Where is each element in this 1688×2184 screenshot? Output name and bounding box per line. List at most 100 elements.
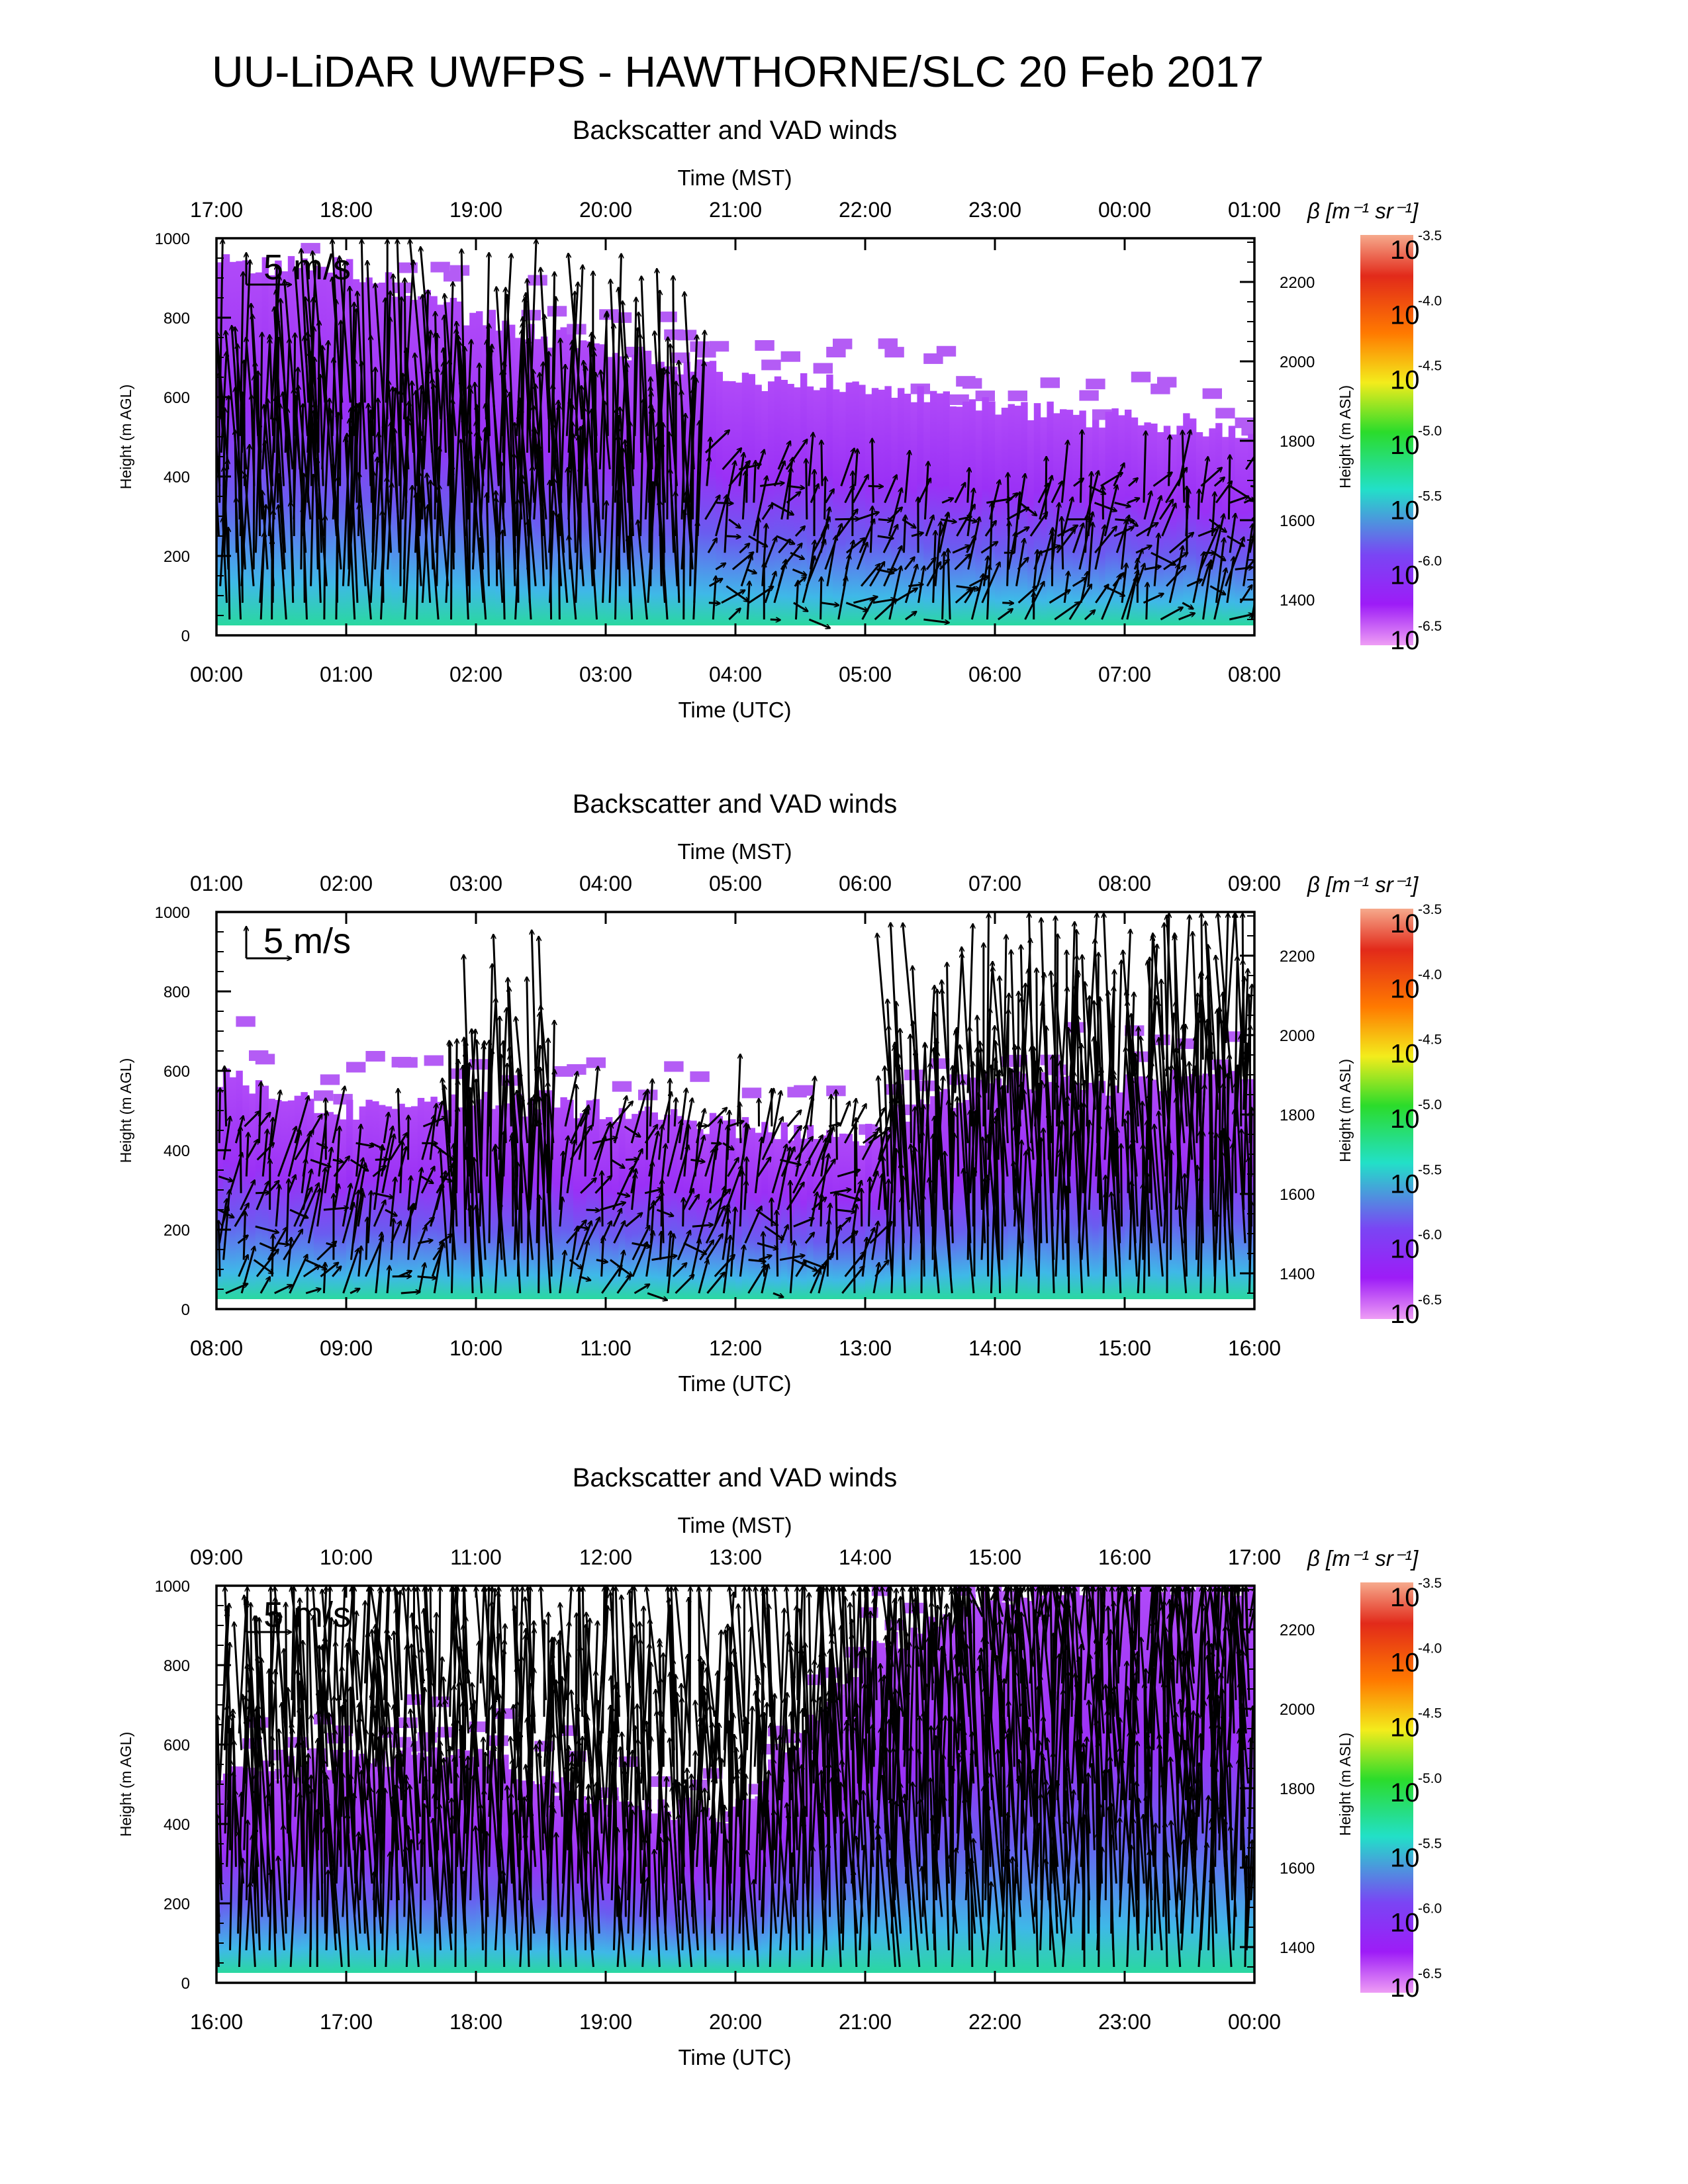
wind-vector (790, 1181, 791, 1244)
wind-vector (274, 307, 285, 486)
wind-vector (889, 508, 902, 520)
x-tick-label: 02:00 (449, 662, 502, 686)
x2-tick-label: 07:00 (968, 872, 1021, 895)
backscatter-patch (780, 351, 800, 362)
wind-vector (1120, 1818, 1121, 1901)
wind-vector (787, 486, 804, 488)
wind-vector (649, 1619, 650, 1751)
wind-vector (852, 475, 869, 504)
wind-vector (1198, 489, 1199, 520)
wind-vector (707, 437, 710, 470)
wind-vector (584, 407, 594, 586)
colorbar-tick-base: 10 (1390, 236, 1420, 265)
backscatter-column (845, 382, 853, 625)
wind-vector (216, 478, 220, 537)
wind-vector (332, 277, 344, 403)
wind-vector (934, 522, 941, 586)
panel-3: Backscatter and VAD winds Time (MST) 5 m/s… (117, 1463, 1442, 2070)
wind-vector (421, 505, 428, 603)
backscatter-patch (242, 214, 261, 225)
wind-vector (450, 1042, 451, 1127)
colorbar-tick-base: 10 (1390, 1040, 1420, 1069)
backscatter-patch (424, 1055, 444, 1066)
wind-vector (904, 565, 917, 604)
x2-tick-label: 17:00 (1228, 1545, 1281, 1569)
wind-vector (708, 603, 720, 604)
x-tick-label: 23:00 (1098, 2010, 1151, 2034)
wind-vector (338, 261, 345, 453)
wind-vector (226, 331, 242, 503)
wind-vector (952, 545, 970, 554)
colorbar-tick-exponent: -4.0 (1418, 967, 1442, 982)
wind-vector (872, 599, 896, 604)
wind-vector (794, 526, 805, 537)
wind-vector (1229, 455, 1230, 520)
panel-2: Backscatter and VAD winds Time (MST) 5 m/s… (117, 790, 1442, 1396)
wind-vector (404, 486, 412, 620)
wind-vector (294, 333, 295, 436)
wind-vector (988, 914, 989, 1077)
backscatter-column (1202, 436, 1209, 625)
wind-vector (825, 489, 833, 504)
wind-vector (739, 1103, 741, 1144)
wind-vector (1056, 529, 1075, 554)
wind-vector (420, 247, 438, 436)
wind-vector (1013, 527, 1029, 537)
x-tick-label: 11:00 (580, 1336, 632, 1360)
wind-vector (639, 400, 643, 537)
backscatter-column (982, 397, 989, 625)
wind-vector (519, 414, 522, 503)
wind-vector (856, 543, 867, 570)
wind-vector (786, 492, 800, 504)
backscatter-patch (547, 306, 567, 317)
backscatter-column (444, 302, 451, 625)
colorbar-tick-base: 10 (1390, 1843, 1420, 1872)
wind-vector (504, 362, 517, 553)
wind-vector (741, 471, 745, 520)
wind-vector (857, 512, 878, 521)
backscatter-patch (430, 261, 450, 273)
colorbar-tick-base: 10 (1390, 909, 1420, 938)
backscatter-column (1111, 408, 1119, 625)
panel-title: Backscatter and VAD winds (573, 1463, 898, 1492)
wind-vector (792, 569, 806, 575)
wind-vector (689, 378, 696, 486)
wind-vector (716, 503, 733, 504)
wind-vector (971, 1858, 972, 1968)
wind-vector (410, 240, 426, 403)
wind-vector (932, 531, 935, 603)
wind-vector (1201, 1602, 1203, 1717)
wind-vector (1103, 485, 1117, 537)
reference-arrow-label: 5 m/s (263, 1595, 351, 1635)
wind-vector (745, 1627, 751, 1751)
backscatter-column (787, 384, 794, 625)
colorbar-label: β [m⁻¹ sr⁻¹] (1307, 199, 1419, 223)
backscatter-column (826, 374, 833, 625)
wind-vector (1066, 950, 1067, 1110)
wind-vector (754, 461, 756, 503)
backscatter-column (340, 270, 347, 625)
wind-vector (572, 422, 577, 553)
colorbar-tick-base: 10 (1390, 974, 1420, 1003)
y-axis-label: Height (m AGL) (117, 1732, 134, 1837)
wind-vector (565, 341, 573, 436)
figure-title: UU-LiDAR UWFPS - HAWTHORNE/SLC 20 Feb 20… (212, 47, 1264, 96)
x-tick-label: 00:00 (190, 662, 243, 686)
backscatter-patch (320, 1074, 340, 1085)
wind-vector (240, 1126, 241, 1193)
wind-vector (839, 1101, 850, 1127)
y2-axis-label: Height (m ASL) (1336, 385, 1354, 488)
wind-vector (1117, 960, 1121, 1093)
wind-vector (810, 484, 818, 504)
backscatter-column (1176, 426, 1184, 625)
wind-vector (1103, 585, 1125, 596)
wind-vector (837, 509, 858, 537)
x2-tick-label: 03:00 (449, 872, 502, 895)
backscatter-column (936, 393, 944, 625)
backscatter-patch (528, 275, 547, 286)
wind-vector (551, 272, 555, 436)
colorbar-tick-exponent: -3.5 (1418, 902, 1442, 917)
x-tick-label: 19:00 (579, 2010, 632, 2034)
reference-arrow-label: 5 m/s (263, 248, 351, 287)
wind-vector (882, 525, 899, 553)
